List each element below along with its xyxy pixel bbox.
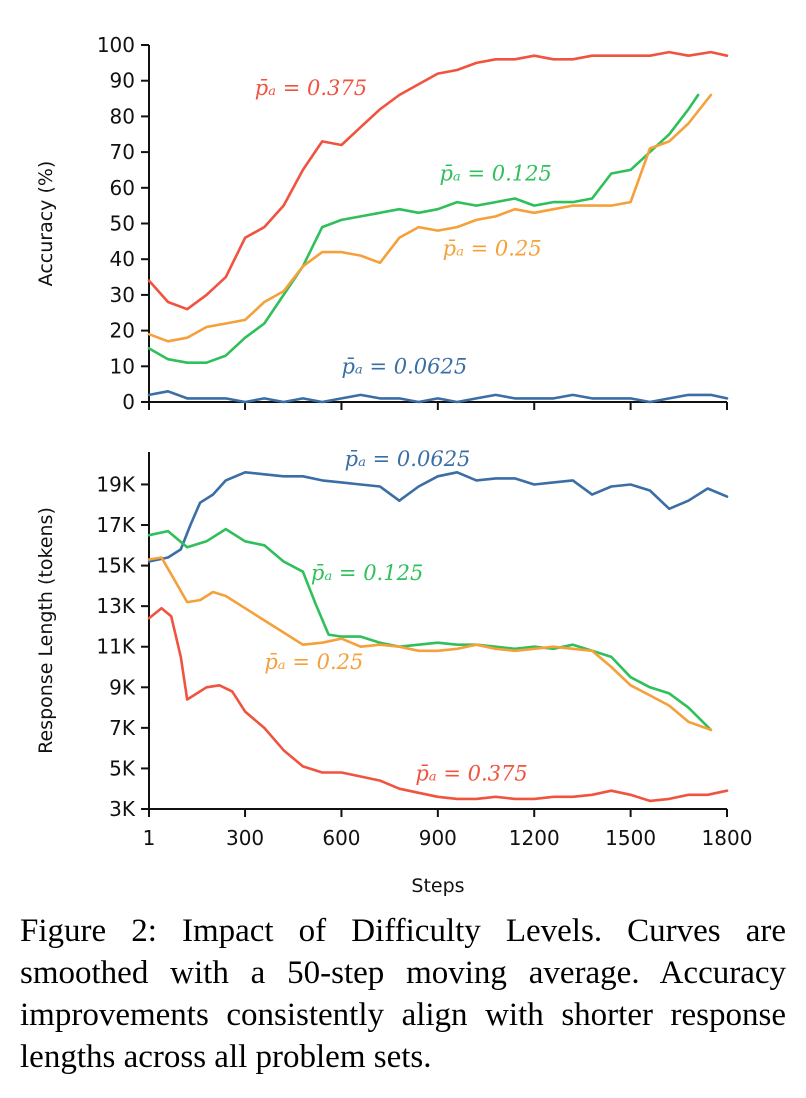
series-line-p125: [147, 527, 713, 732]
series-line-p0625: [147, 390, 729, 404]
series-line-p0625: [147, 471, 729, 563]
y-tick-label: 17K: [96, 513, 135, 537]
series-annotation-p0625: p̄ₐ = 0.0625: [345, 447, 471, 471]
y-tick-label: 3K: [109, 797, 136, 821]
chart-canvas: 0 10 20 30 40 50 60 70 80 90 100 Accuracy (%) p̄ₐ = …: [35, 33, 752, 897]
y-tick-label: 20: [110, 319, 135, 343]
series-annotation-p375: p̄ₐ = 0.375: [415, 762, 527, 786]
accuracy-panel: 0 10 20 30 40 50 60 70 80 90 100 Accuracy (%) p̄ₐ = …: [35, 33, 729, 414]
series-annotation-p0625: p̄ₐ = 0.0625: [341, 354, 467, 378]
y-tick-label: 100: [97, 33, 135, 57]
series-annotation-p125: p̄ₐ = 0.125: [311, 561, 423, 585]
series-line-p375: [147, 606, 729, 803]
y-tick-label: 30: [110, 283, 135, 307]
y-tick-label: 0: [122, 390, 135, 414]
y-tick-label: 9K: [109, 675, 136, 699]
x-tick-label: 300: [226, 826, 264, 850]
y-tick-label: 15K: [96, 554, 135, 578]
series-annotation-p25: p̄ₐ = 0.25: [264, 650, 363, 674]
y-tick-label: 10: [110, 354, 135, 378]
y-tick-label: 7K: [109, 716, 136, 740]
x-tick-label: 1800: [702, 826, 753, 850]
y-tick-label: 70: [110, 140, 135, 164]
series-annotation-p25: p̄ₐ = 0.25: [443, 237, 542, 261]
x-tick-label: 900: [419, 826, 457, 850]
y-tick-label: 80: [110, 104, 135, 128]
caption-label: Figure 2:: [20, 913, 157, 949]
x-tick-label: 600: [322, 826, 360, 850]
response-length-panel: 3K 5K 7K 9K 11K 13K 15K 17K 19K 1 300 600 900 1200 150…: [35, 447, 752, 897]
series-annotation-p125: p̄ₐ = 0.125: [439, 162, 551, 186]
y-tick-label: 50: [110, 212, 135, 236]
y-tick-label: 90: [110, 69, 135, 93]
x-tick-label: 1500: [605, 826, 656, 850]
figure: 0 10 20 30 40 50 60 70 80 90 100 Accuracy (%) p̄ₐ = …: [35, 33, 752, 897]
x-axis-label: Steps: [411, 875, 464, 897]
y-axis-label: Response Length (tokens): [35, 507, 57, 754]
x-tick-label: 1200: [509, 826, 560, 850]
series-line-p25: [147, 93, 713, 343]
series-line-p375: [147, 50, 729, 311]
y-tick-label: 5K: [109, 756, 136, 780]
y-tick-label: 13K: [96, 594, 135, 618]
x-tick-label: 1: [143, 826, 156, 850]
y-tick-label: 40: [110, 247, 135, 271]
y-axis-label: Accuracy (%): [35, 161, 57, 287]
caption-text: Impact of Difficulty Levels. Curves are …: [20, 913, 786, 1075]
series-line-p125: [147, 93, 700, 364]
figure-caption: Figure 2: Impact of Difficulty Levels. C…: [20, 910, 786, 1078]
y-tick-label: 11K: [96, 635, 135, 659]
series-line-p25: [147, 556, 713, 732]
y-tick-label: 60: [110, 176, 135, 200]
series-annotation-p375: p̄ₐ = 0.375: [255, 76, 367, 100]
y-tick-label: 19K: [96, 472, 135, 496]
